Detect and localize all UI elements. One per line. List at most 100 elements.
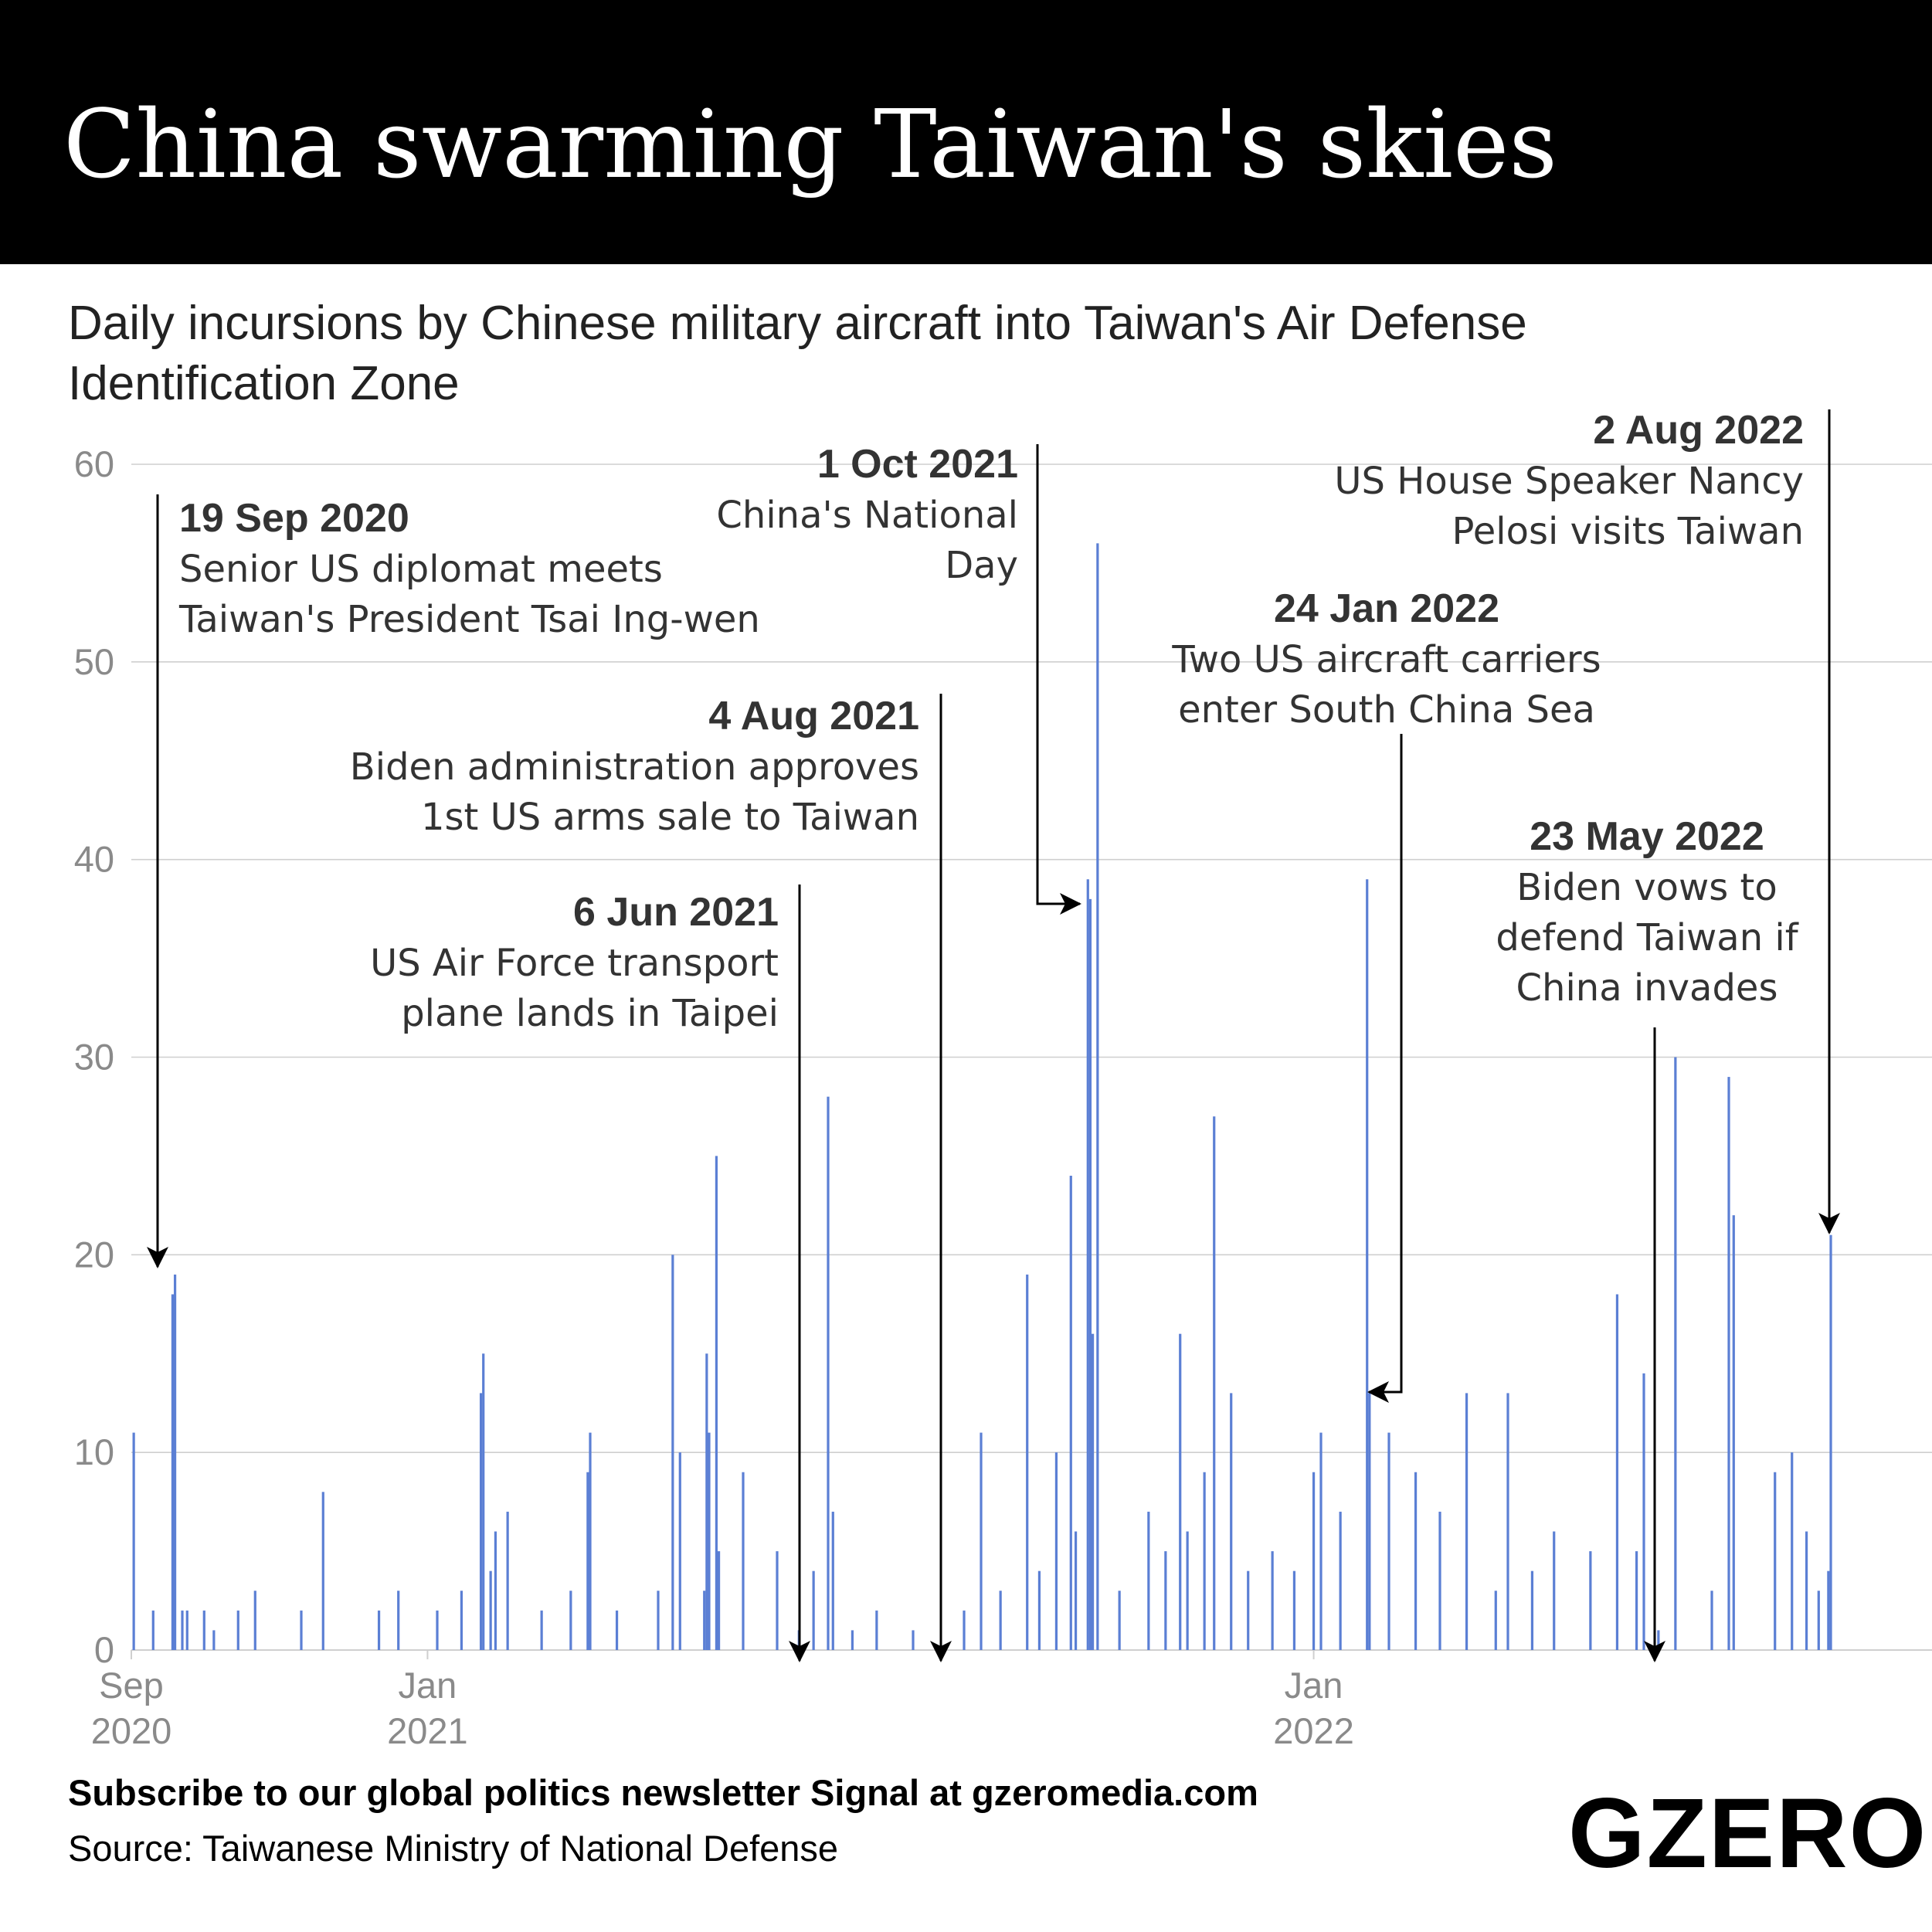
annotation-date: 24 Jan 2022 [1274, 586, 1499, 631]
bar [912, 1630, 915, 1650]
annotation-text: US Air Force transport [370, 942, 779, 985]
bar [1827, 1570, 1830, 1650]
bar [151, 1610, 154, 1650]
bar [980, 1432, 983, 1650]
bar [1292, 1570, 1296, 1650]
x-tick-label: 2020 [91, 1710, 172, 1751]
bar [1530, 1570, 1534, 1650]
bar [1147, 1511, 1150, 1650]
bar [1805, 1531, 1808, 1650]
x-tick-label: 2021 [387, 1710, 468, 1751]
bar [460, 1591, 463, 1650]
bar [812, 1570, 815, 1650]
annotation-date: 19 Sep 2020 [179, 496, 409, 541]
bar [1213, 1116, 1216, 1650]
bar [1615, 1294, 1619, 1650]
y-tick-label: 50 [74, 641, 114, 682]
bar [586, 1472, 589, 1650]
bar [1339, 1511, 1342, 1650]
annotation-date: 1 Oct 2021 [817, 442, 1018, 487]
bar [506, 1511, 509, 1650]
bar [1791, 1452, 1794, 1650]
bar [717, 1551, 721, 1650]
x-tick-label: Jan [1285, 1665, 1343, 1706]
chart-subtitle: Daily incursions by Chinese military air… [68, 297, 1527, 410]
annotation-text: Taiwan's President Tsai Ing-wen [178, 598, 760, 641]
bar [321, 1492, 324, 1650]
bar [1829, 1234, 1832, 1650]
bar [1553, 1531, 1556, 1650]
annotation-text: Pelosi visits Taiwan [1452, 510, 1804, 553]
bar [1635, 1551, 1638, 1650]
x-tick-label: Jan [399, 1665, 457, 1706]
bar [482, 1353, 485, 1650]
bar [1054, 1452, 1058, 1650]
gzero-logo: GZERO [1568, 1778, 1928, 1889]
bar [1674, 1057, 1677, 1650]
bar [171, 1294, 175, 1650]
bar [1368, 1393, 1371, 1650]
bar [1414, 1472, 1418, 1650]
bar [827, 1096, 830, 1650]
bar [1589, 1551, 1592, 1650]
newsletter-cta: Subscribe to our global politics newslet… [68, 1772, 1258, 1813]
bar [1026, 1274, 1029, 1650]
bar [436, 1610, 439, 1650]
annotation-arrow [1367, 734, 1403, 1403]
bar [678, 1452, 681, 1650]
bar [589, 1432, 592, 1650]
y-tick-label: 0 [94, 1629, 114, 1670]
annotation-text: plane lands in Taipei [401, 992, 779, 1035]
bar-series [132, 543, 1832, 1651]
bar [776, 1551, 779, 1650]
annotation-date: 23 May 2022 [1530, 814, 1764, 859]
bar [212, 1630, 216, 1650]
bar [615, 1610, 619, 1650]
bar [479, 1393, 483, 1650]
bar [1074, 1531, 1078, 1650]
bar [671, 1255, 674, 1650]
bar [657, 1591, 660, 1650]
bar [1817, 1591, 1820, 1650]
bar [1247, 1570, 1250, 1650]
bar [703, 1591, 706, 1650]
annotation-text: Day [945, 544, 1018, 587]
bar [1710, 1591, 1713, 1650]
bar [377, 1610, 381, 1650]
annotation-text: 1st US arms sale to Taiwan [421, 796, 919, 839]
bar [300, 1610, 303, 1650]
bar [1069, 1176, 1072, 1650]
bar [1319, 1432, 1323, 1650]
bar [1732, 1215, 1735, 1650]
bar [715, 1156, 718, 1650]
bar [1465, 1393, 1469, 1650]
bar [875, 1610, 878, 1650]
annotation-text: China invades [1516, 966, 1778, 1010]
bar [202, 1610, 205, 1650]
annotation-text: Two US aircraft carriers [1171, 638, 1601, 681]
bar [1438, 1511, 1441, 1650]
bar [1271, 1551, 1274, 1650]
bar [1118, 1591, 1121, 1650]
annotation-text: Biden vows to [1516, 866, 1777, 909]
bar [1506, 1393, 1509, 1650]
bar [1312, 1472, 1316, 1650]
y-tick-label: 40 [74, 839, 114, 880]
y-tick-label: 10 [74, 1431, 114, 1472]
annotation-text: US House Speaker Nancy [1334, 460, 1804, 503]
annotation-text: Senior US diplomat meets [179, 548, 663, 591]
y-tick-label: 60 [74, 443, 114, 484]
bar [999, 1591, 1002, 1650]
annotation-text: enter South China Sea [1178, 688, 1595, 732]
bar [1179, 1333, 1182, 1650]
bar [397, 1591, 400, 1650]
y-tick-label: 20 [74, 1234, 114, 1275]
bar [1230, 1393, 1233, 1650]
bar [1037, 1570, 1041, 1650]
annotation-date: 4 Aug 2021 [708, 694, 919, 739]
annotation-arrow [1036, 444, 1081, 915]
bar [708, 1432, 711, 1650]
bar [1086, 879, 1089, 1650]
bar [494, 1531, 497, 1650]
